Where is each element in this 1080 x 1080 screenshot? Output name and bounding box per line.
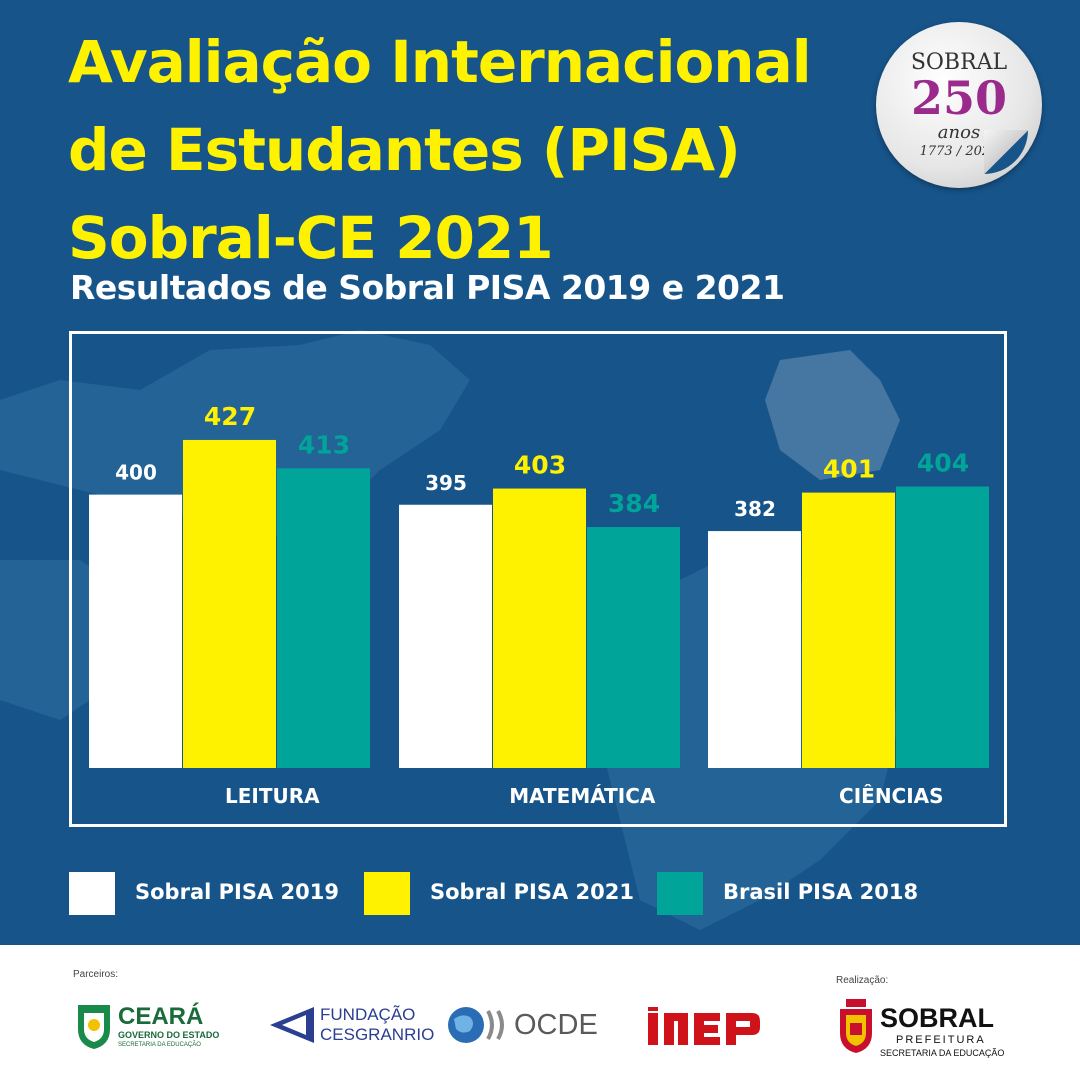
data-label-brasil-pisa-2018-ciencias: 404 <box>917 449 969 478</box>
inep-logo <box>648 1007 770 1047</box>
category-label-leitura: LEITURA <box>225 784 320 808</box>
sobral-name: SOBRAL <box>880 1003 994 1033</box>
data-label-sobral-pisa-2021-matematica: 403 <box>514 451 566 480</box>
inep-wordmark-icon <box>648 1007 760 1045</box>
category-label-ciencias: CIÊNCIAS <box>839 784 944 808</box>
category-label-matematica: MATEMÁTICA <box>509 784 656 808</box>
legend-swatch-sobral-2021 <box>364 872 410 915</box>
data-label-sobral-pisa-2021-ciencias: 401 <box>823 455 875 484</box>
seal-page-curl <box>984 130 1028 174</box>
sobral-250-anos-seal: SOBRAL 250 anos 1773 / 2023 <box>876 22 1042 188</box>
cesgranrio-arrow-icon <box>270 1007 314 1043</box>
legend-swatch-brasil-2018 <box>657 872 703 915</box>
ceara-crest-icon <box>78 1005 110 1049</box>
partners-footer: Parceiros: Realização: CEARÁ GOVERNO DO … <box>0 945 1080 1080</box>
cesgranrio-logo: FUNDAÇÃO CESGRANRIO <box>268 1003 434 1053</box>
sobral-line1: PREFEITURA <box>896 1034 986 1046</box>
bar-sobral-pisa-2021-ciencias <box>802 492 895 768</box>
sobral-line2: SECRETARIA DA EDUCAÇÃO <box>880 1048 1005 1058</box>
data-label-sobral-pisa-2019-matematica: 395 <box>425 471 467 495</box>
bar-sobral-pisa-2019-ciencias <box>708 531 801 768</box>
ceara-line2: SECRETARIA DA EDUCAÇÃO <box>118 1042 201 1048</box>
data-label-sobral-pisa-2019-leitura: 400 <box>115 461 157 485</box>
seal-city: SOBRAL <box>910 50 1008 75</box>
bar-sobral-pisa-2019-leitura <box>89 494 182 768</box>
bar-sobral-pisa-2021-leitura <box>183 439 276 768</box>
seal-word: anos <box>937 122 981 143</box>
title-line-1: Avaliação Internacional <box>68 28 812 96</box>
bar-chart: 400 427 413 LEITURA 395 403 384 MATEMÁTICA 382 40… <box>89 402 989 808</box>
ceara-name: CEARÁ <box>118 1003 204 1030</box>
legend-label-sobral-2021: Sobral PISA 2021 <box>430 880 634 904</box>
partners-label: Parceiros: <box>73 969 119 980</box>
ocde-logo: OCDE <box>446 1005 616 1049</box>
chart-subtitle: Resultados de Sobral PISA 2019 e 2021 <box>70 268 785 307</box>
chart-legend: Sobral PISA 2019 Sobral PISA 2021 Brasil… <box>69 872 969 916</box>
bar-brasil-pisa-2018-matematica <box>587 527 680 768</box>
data-label-sobral-pisa-2021-leitura: 427 <box>204 402 256 431</box>
legend-label-brasil-2018: Brasil PISA 2018 <box>723 880 919 904</box>
bar-sobral-pisa-2021-matematica <box>493 488 586 768</box>
legend-swatch-sobral-2019 <box>69 872 115 915</box>
data-label-sobral-pisa-2019-ciencias: 382 <box>734 497 776 521</box>
title-line-2: de Estudantes (PISA) <box>68 116 741 184</box>
bar-brasil-pisa-2018-ciencias <box>896 486 989 768</box>
bar-sobral-pisa-2019-matematica <box>399 504 492 768</box>
seal-years: 1773 / 2023 <box>919 144 999 159</box>
realization-label: Realização: <box>836 975 889 986</box>
legend-label-sobral-2019: Sobral PISA 2019 <box>135 880 339 904</box>
bar-brasil-pisa-2018-leitura <box>277 468 370 768</box>
data-label-brasil-pisa-2018-leitura: 413 <box>298 430 350 459</box>
ceara-line1: GOVERNO DO ESTADO <box>118 1030 220 1040</box>
seal-number: 250 <box>910 71 1008 125</box>
data-label-brasil-pisa-2018-matematica: 384 <box>608 489 660 518</box>
title-line-3: Sobral-CE 2021 <box>68 204 554 272</box>
sobral-prefeitura-logo: SOBRAL PREFEITURA SECRETARIA DA EDUCAÇÃO <box>836 999 1026 1063</box>
sobral-crest-icon <box>840 999 872 1053</box>
ceara-logo: CEARÁ GOVERNO DO ESTADO SECRETARIA DA ED… <box>74 999 254 1059</box>
chart-frame: 400 427 413 LEITURA 395 403 384 MATEMÁTICA 382 40… <box>69 331 1007 827</box>
ocde-name: OCDE <box>514 1009 598 1041</box>
cesgranrio-line1: FUNDAÇÃO <box>320 1005 416 1024</box>
ocde-globe-icon <box>448 1007 504 1043</box>
page-title: Avaliação Internacional de Estudantes (P… <box>68 18 812 282</box>
cesgranrio-line2: CESGRANRIO <box>320 1025 435 1044</box>
